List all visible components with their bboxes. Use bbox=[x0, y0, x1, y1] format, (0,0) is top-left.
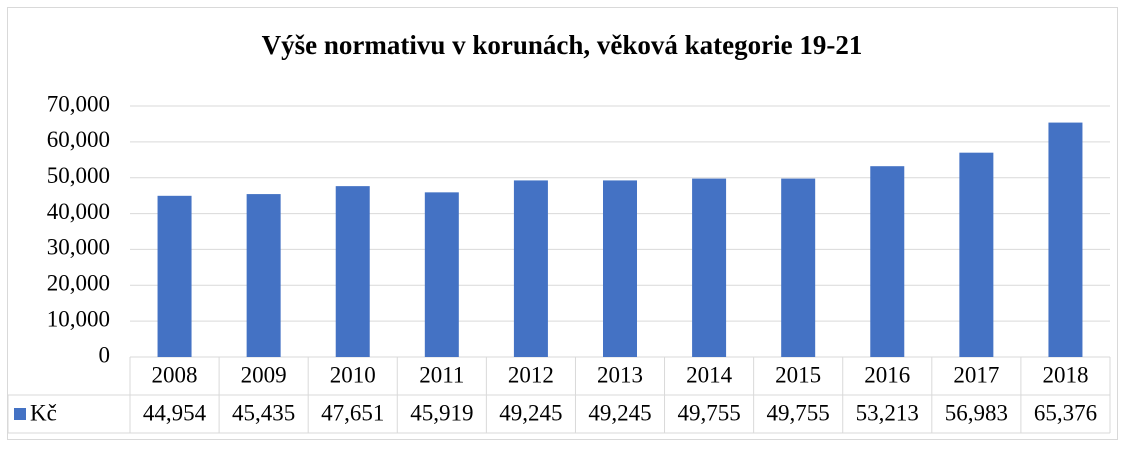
x-tick-label: 2009 bbox=[241, 362, 287, 387]
bar bbox=[246, 194, 281, 357]
table-value: 65,376 bbox=[1034, 400, 1097, 425]
y-tick-label: 40,000 bbox=[47, 199, 110, 224]
x-tick-label: 2014 bbox=[686, 362, 733, 387]
bar bbox=[781, 178, 816, 357]
x-tick-label: 2008 bbox=[152, 362, 198, 387]
bar bbox=[424, 192, 459, 357]
table-value: 45,919 bbox=[410, 400, 473, 425]
table-value: 49,755 bbox=[677, 400, 740, 425]
bar bbox=[959, 152, 994, 357]
table-value: 45,435 bbox=[232, 400, 295, 425]
y-tick-label: 20,000 bbox=[47, 271, 110, 296]
chart-border bbox=[7, 7, 1118, 440]
bar bbox=[157, 195, 192, 357]
bar bbox=[335, 186, 370, 357]
legend-label: Kč bbox=[30, 400, 57, 425]
x-tick-label: 2011 bbox=[419, 362, 464, 387]
bar bbox=[603, 180, 637, 357]
x-tick-label: 2013 bbox=[597, 362, 643, 387]
x-tick-label: 2017 bbox=[953, 362, 999, 387]
x-tick-label: 2010 bbox=[330, 362, 376, 387]
bar bbox=[692, 178, 727, 357]
y-tick-label: 50,000 bbox=[47, 163, 110, 188]
bar bbox=[870, 166, 905, 357]
y-tick-label: 30,000 bbox=[47, 235, 110, 260]
y-tick-label: 10,000 bbox=[47, 306, 110, 331]
table-value: 49,245 bbox=[499, 400, 562, 425]
x-tick-label: 2016 bbox=[864, 362, 910, 387]
x-tick-label: 2015 bbox=[775, 362, 821, 387]
y-tick-label: 0 bbox=[99, 342, 111, 367]
chart-title: Výše normativu v korunách, věková katego… bbox=[262, 30, 863, 60]
table-value: 49,755 bbox=[767, 400, 830, 425]
y-tick-label: 70,000 bbox=[47, 91, 110, 116]
bar bbox=[1048, 122, 1083, 357]
table-value: 47,651 bbox=[321, 400, 384, 425]
x-tick-label: 2018 bbox=[1042, 362, 1088, 387]
table-value: 56,983 bbox=[945, 400, 1008, 425]
table-value: 49,245 bbox=[588, 400, 651, 425]
legend-swatch bbox=[14, 408, 26, 420]
y-tick-label: 60,000 bbox=[47, 127, 110, 152]
bar bbox=[513, 180, 548, 357]
table-value: 53,213 bbox=[856, 400, 919, 425]
x-tick-label: 2012 bbox=[508, 362, 554, 387]
table-value: 44,954 bbox=[143, 400, 207, 425]
